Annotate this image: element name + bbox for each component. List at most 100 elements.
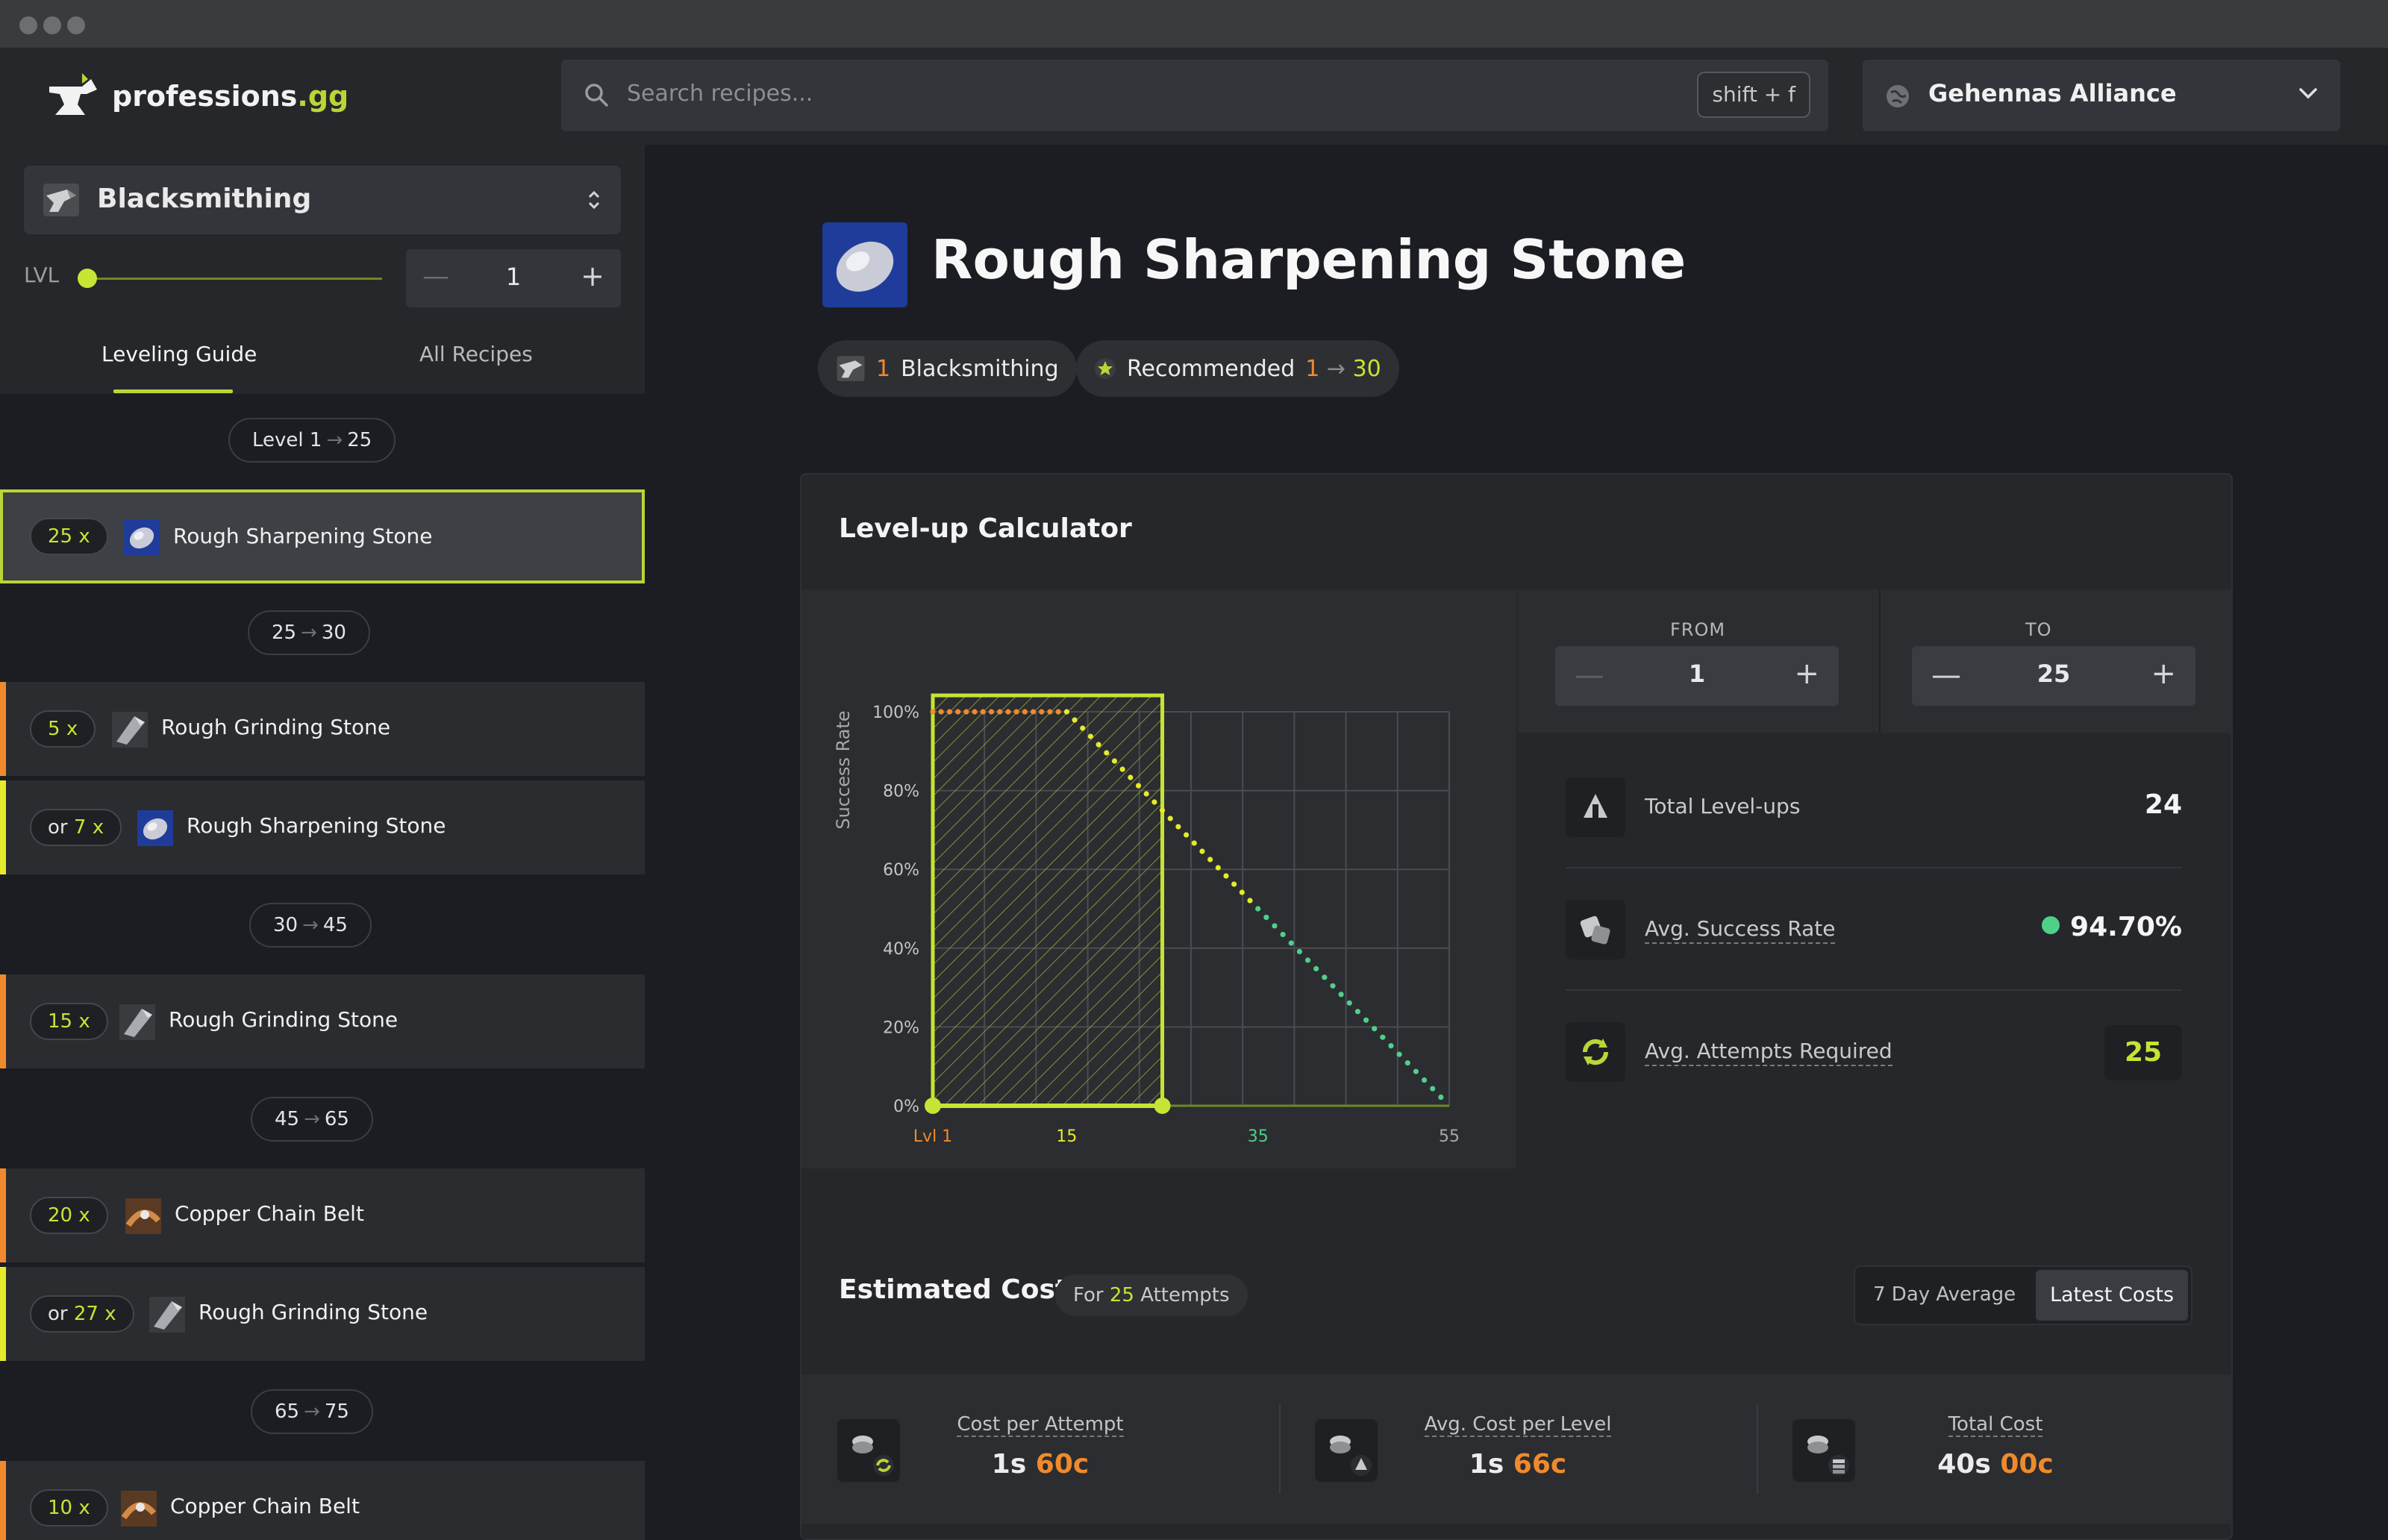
chevron-updown-icon	[588, 190, 600, 210]
selected-range-hatch	[933, 695, 1163, 1106]
level-slider-track[interactable]	[87, 278, 382, 280]
to-input[interactable]: 25	[2037, 660, 2071, 688]
success-rate-point	[1013, 709, 1019, 715]
success-rate-point	[1191, 840, 1197, 846]
success-rate-point	[1175, 824, 1181, 830]
difficulty-bar-yellow	[0, 1267, 6, 1361]
success-rate-point	[1167, 816, 1173, 821]
close-window-dot[interactable]	[19, 16, 37, 34]
y-tick-label: 40%	[883, 940, 919, 959]
list-item[interactable]: 10 x Copper Chain Belt	[0, 1461, 645, 1540]
level-range-pill: 45 → 65	[251, 1097, 373, 1142]
success-rate-point	[1231, 881, 1237, 887]
avg-attempts-label[interactable]: Avg. Attempts Required	[1645, 1039, 1892, 1066]
to-decrement-button[interactable]: —	[1931, 658, 1961, 692]
from-label: FROM	[1670, 619, 1726, 640]
difficulty-bar-orange	[0, 1168, 6, 1262]
grinding-stone-icon	[119, 1004, 155, 1040]
range-start-handle	[925, 1098, 941, 1114]
success-rate-point	[1095, 742, 1101, 748]
toggle-7-day-average[interactable]: 7 Day Average	[1873, 1283, 2016, 1306]
success-rate-point	[1030, 709, 1037, 715]
success-rate-chart: 0% 20% 40% 60% 80% 100% Lvl 1 15 35 55 Success R…	[801, 589, 1516, 1168]
success-rate-point	[980, 709, 986, 715]
toggle-latest-costs[interactable]: Latest Costs	[2036, 1270, 2188, 1321]
success-rate-point	[1143, 791, 1149, 797]
star-icon	[1095, 358, 1116, 379]
logo[interactable]: professions.gg	[45, 70, 348, 122]
recipe-icon	[822, 222, 907, 307]
from-input[interactable]: 1	[1688, 660, 1706, 688]
alliance-globe-icon	[1887, 85, 1909, 107]
success-rate-point	[1313, 965, 1319, 971]
success-rate-point	[1247, 898, 1253, 904]
success-rate-point	[1055, 709, 1061, 715]
realm-selector[interactable]: Gehennas Alliance	[1863, 60, 2340, 131]
tab-all-recipes[interactable]: All Recipes	[419, 342, 533, 366]
success-rate-point	[1104, 750, 1110, 756]
logo-text: professions.gg	[112, 80, 349, 113]
level-range-pill: Level 1 → 25	[228, 418, 396, 463]
refresh-cycle-icon	[1566, 1022, 1625, 1082]
success-rate-point	[988, 709, 995, 715]
level-label: LVL	[24, 263, 60, 287]
realm-name: Gehennas Alliance	[1928, 79, 2177, 107]
top-bar: professions.gg Search recipes... shift +…	[0, 48, 2388, 145]
success-rate-point	[1388, 1043, 1394, 1049]
to-increment-button[interactable]: +	[2151, 657, 2176, 691]
success-rate-point	[1072, 717, 1078, 723]
stat-avg-attempts: Avg. Attempts Required 25	[1566, 1006, 2182, 1098]
estimated-costs-title: Estimated Costs	[839, 1274, 1084, 1305]
profession-selector[interactable]: Blacksmithing	[24, 166, 621, 234]
quantity-badge: or 7 x	[30, 809, 122, 846]
list-item[interactable]: 15 x Rough Grinding Stone	[0, 974, 645, 1068]
list-item[interactable]: 5 x Rough Grinding Stone	[0, 682, 645, 776]
success-rate-point	[1322, 974, 1328, 980]
list-item[interactable]: or 27 x Rough Grinding Stone	[0, 1267, 645, 1361]
list-item[interactable]: 20 x Copper Chain Belt	[0, 1168, 645, 1262]
search-bar[interactable]: Search recipes... shift + f	[561, 60, 1828, 131]
item-name: Rough Sharpening Stone	[187, 813, 446, 838]
difficulty-bar-orange	[0, 1461, 6, 1540]
level-increment-button[interactable]: +	[581, 260, 604, 292]
from-increment-button[interactable]: +	[1794, 657, 1819, 691]
success-rate-point	[946, 709, 953, 715]
avg-success-rate-label[interactable]: Avg. Success Rate	[1645, 916, 1836, 944]
search-input[interactable]: Search recipes...	[627, 81, 813, 107]
level-decrement-button[interactable]: —	[422, 261, 449, 292]
success-rate-point	[1119, 766, 1125, 772]
item-name: Copper Chain Belt	[170, 1494, 360, 1518]
success-rate-point	[1039, 709, 1045, 715]
success-rate-point	[1430, 1086, 1436, 1092]
y-tick-label: 80%	[883, 783, 919, 801]
level-range-pill: 30 → 45	[249, 903, 372, 948]
success-rate-point	[1438, 1094, 1444, 1101]
y-tick-label: 60%	[883, 861, 919, 880]
stat-total-level-ups: Total Level-ups 24	[1566, 761, 2182, 854]
from-decrement-button[interactable]: —	[1575, 658, 1604, 692]
list-item[interactable]: 25 x Rough Sharpening Stone	[0, 489, 645, 583]
to-stepper: — 25 +	[1912, 646, 2195, 706]
tab-leveling-guide[interactable]: Leveling Guide	[101, 342, 257, 366]
maximize-window-dot[interactable]	[67, 16, 85, 34]
sharpening-stone-icon	[124, 519, 160, 555]
anvil-icon	[837, 356, 865, 381]
sidebar: Blacksmithing LVL — 1 + Leveling Guide A…	[0, 145, 645, 1540]
y-axis-label: Success Rate	[833, 710, 854, 829]
profession-skill-chip[interactable]: 1 Blacksmithing	[818, 340, 1077, 397]
success-rate-point	[1087, 733, 1094, 739]
window-titlebar	[0, 0, 2388, 48]
success-rate-point	[1421, 1077, 1428, 1083]
sharpening-stone-icon	[137, 810, 173, 846]
quantity-badge: 20 x	[30, 1197, 108, 1234]
list-item[interactable]: or 7 x Rough Sharpening Stone	[0, 780, 645, 874]
cost-per-attempt: Cost per Attempt 1s 60c	[801, 1374, 1279, 1524]
minimize-window-dot[interactable]	[43, 16, 61, 34]
grinding-stone-icon	[149, 1297, 185, 1333]
level-input[interactable]: 1	[505, 263, 522, 291]
to-label: TO	[2025, 619, 2052, 640]
level-slider-handle[interactable]	[78, 269, 97, 288]
success-rate-point	[938, 709, 944, 715]
success-rate-point	[1223, 873, 1229, 879]
success-rate-point	[1330, 983, 1336, 989]
